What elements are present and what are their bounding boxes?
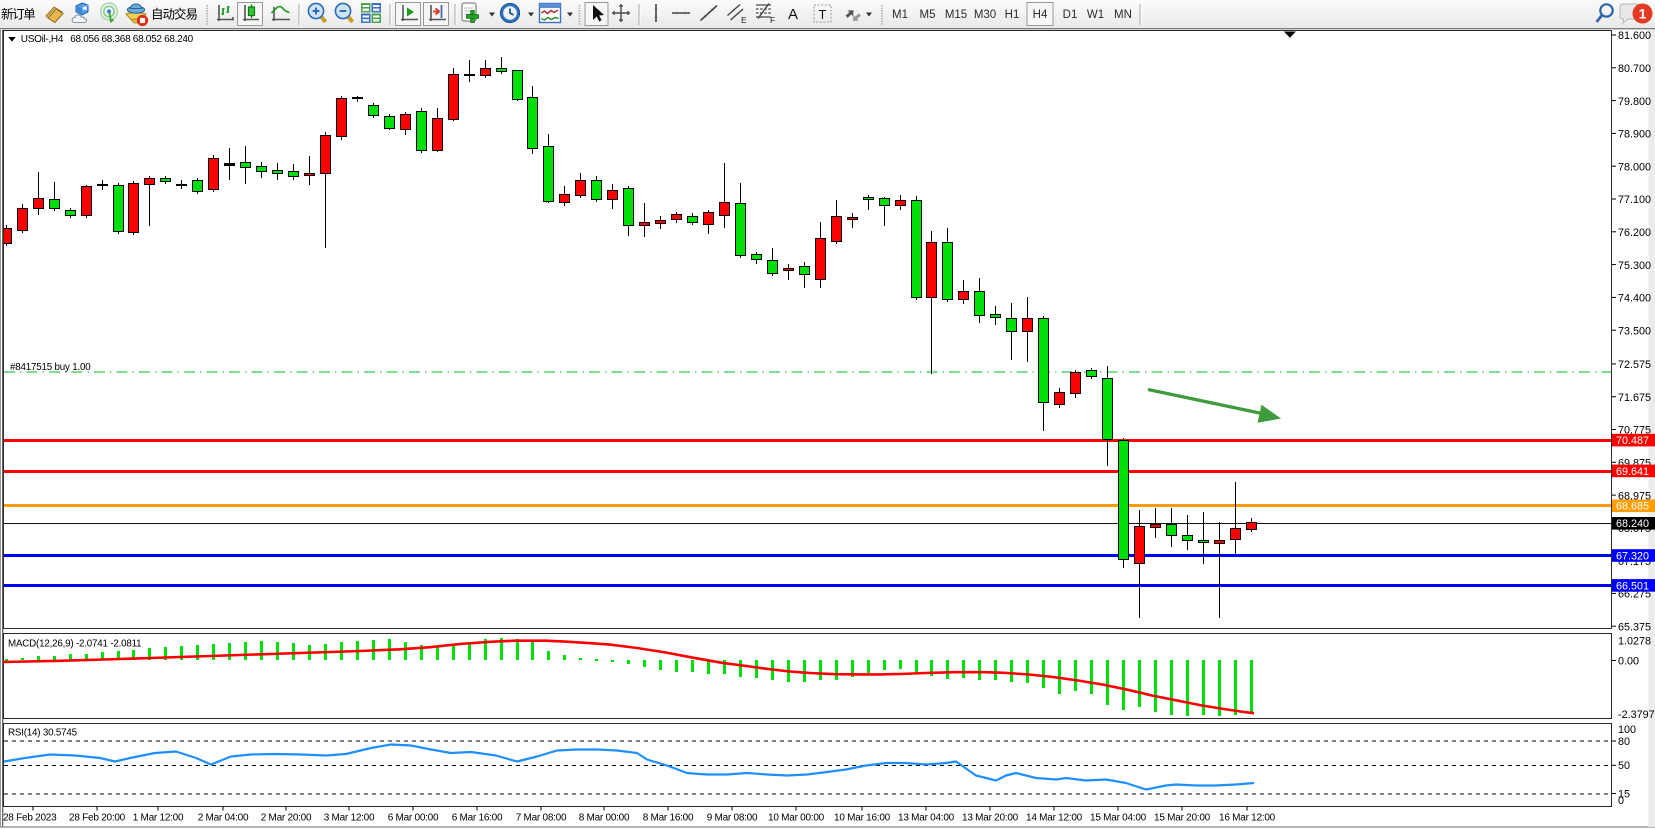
svg-text:9 Mar 08:00: 9 Mar 08:00 <box>707 813 758 824</box>
svg-text:A: A <box>788 6 798 23</box>
svg-text:13 Mar 20:00: 13 Mar 20:00 <box>962 813 1019 824</box>
svg-text:80.700: 80.700 <box>1618 63 1651 75</box>
svg-text:10 Mar 16:00: 10 Mar 16:00 <box>834 813 891 824</box>
svg-text:USOil-,H4 68.056 68.368 68.05: USOil-,H4 68.056 68.368 68.052 68.240 <box>21 34 194 45</box>
svg-text:69.641: 69.641 <box>1616 466 1649 478</box>
svg-text:67.320: 67.320 <box>1616 550 1649 562</box>
svg-text:MACD(12,26,9) -2.0741 -2.0811: MACD(12,26,9) -2.0741 -2.0811 <box>8 639 141 650</box>
svg-text:73.500: 73.500 <box>1618 325 1651 337</box>
svg-text:新订单: 新订单 <box>1 7 35 22</box>
svg-text:28 Feb 2023: 28 Feb 2023 <box>3 813 57 824</box>
svg-text:H1: H1 <box>1005 9 1020 21</box>
svg-text:T: T <box>819 7 827 22</box>
svg-text:79.800: 79.800 <box>1618 96 1651 108</box>
svg-text:100: 100 <box>1618 724 1636 736</box>
svg-text:-2.3797: -2.3797 <box>1618 709 1655 721</box>
svg-text:68.240: 68.240 <box>1616 518 1649 530</box>
svg-text:0: 0 <box>1618 795 1624 807</box>
svg-text:65.375: 65.375 <box>1618 621 1651 633</box>
svg-text:1.0278: 1.0278 <box>1618 636 1651 648</box>
svg-text:50: 50 <box>1618 760 1630 772</box>
svg-text:72.575: 72.575 <box>1618 359 1651 371</box>
svg-text:E: E <box>741 15 747 25</box>
svg-text:28 Feb 20:00: 28 Feb 20:00 <box>69 813 126 824</box>
svg-text:8 Mar 00:00: 8 Mar 00:00 <box>579 813 630 824</box>
svg-text:81.600: 81.600 <box>1618 30 1651 42</box>
svg-text:68.975: 68.975 <box>1618 490 1651 502</box>
svg-text:10 Mar 00:00: 10 Mar 00:00 <box>768 813 825 824</box>
svg-text:15: 15 <box>1618 788 1630 800</box>
svg-text:2 Mar 04:00: 2 Mar 04:00 <box>198 813 249 824</box>
svg-text:H4: H4 <box>1033 9 1048 21</box>
svg-text:6 Mar 16:00: 6 Mar 16:00 <box>452 813 503 824</box>
svg-text:74.400: 74.400 <box>1618 293 1651 305</box>
svg-text:RSI(14) 30.5745: RSI(14) 30.5745 <box>8 728 78 739</box>
svg-text:80: 80 <box>1618 736 1630 748</box>
svg-text:8 Mar 16:00: 8 Mar 16:00 <box>643 813 694 824</box>
svg-text:MN: MN <box>1114 9 1132 21</box>
svg-text:66.501: 66.501 <box>1616 580 1649 592</box>
svg-text:70.487: 70.487 <box>1616 435 1649 447</box>
svg-text:77.100: 77.100 <box>1618 194 1651 206</box>
svg-text:78.900: 78.900 <box>1618 129 1651 141</box>
svg-text:14 Mar 12:00: 14 Mar 12:00 <box>1026 813 1083 824</box>
svg-text:78.000: 78.000 <box>1618 161 1651 173</box>
svg-text:M1: M1 <box>892 9 908 21</box>
svg-text:76.200: 76.200 <box>1618 227 1651 239</box>
svg-text:0.00: 0.00 <box>1618 655 1639 667</box>
svg-text:16 Mar 12:00: 16 Mar 12:00 <box>1219 813 1276 824</box>
svg-text:13 Mar 04:00: 13 Mar 04:00 <box>898 813 955 824</box>
svg-text:71.675: 71.675 <box>1618 392 1651 404</box>
svg-text:F: F <box>770 15 775 25</box>
svg-text:70.775: 70.775 <box>1618 425 1651 437</box>
svg-text:M5: M5 <box>920 9 936 21</box>
svg-text:75.300: 75.300 <box>1618 260 1651 272</box>
svg-text:自动交易: 自动交易 <box>151 7 198 22</box>
svg-text:7 Mar 08:00: 7 Mar 08:00 <box>516 813 567 824</box>
svg-text:M30: M30 <box>974 9 996 21</box>
svg-text:3 Mar 12:00: 3 Mar 12:00 <box>324 813 375 824</box>
svg-text:2 Mar 20:00: 2 Mar 20:00 <box>261 813 312 824</box>
svg-text:M15: M15 <box>945 9 967 21</box>
svg-text:6 Mar 00:00: 6 Mar 00:00 <box>388 813 439 824</box>
svg-text:W1: W1 <box>1087 9 1104 21</box>
svg-text:1 Mar 12:00: 1 Mar 12:00 <box>133 813 184 824</box>
svg-text:1: 1 <box>1639 6 1647 22</box>
svg-text:#8417515 buy 1.00: #8417515 buy 1.00 <box>10 362 91 373</box>
svg-text:68.685: 68.685 <box>1616 501 1649 513</box>
svg-text:15 Mar 20:00: 15 Mar 20:00 <box>1154 813 1211 824</box>
svg-text:D1: D1 <box>1063 9 1078 21</box>
svg-text:15 Mar 04:00: 15 Mar 04:00 <box>1090 813 1147 824</box>
